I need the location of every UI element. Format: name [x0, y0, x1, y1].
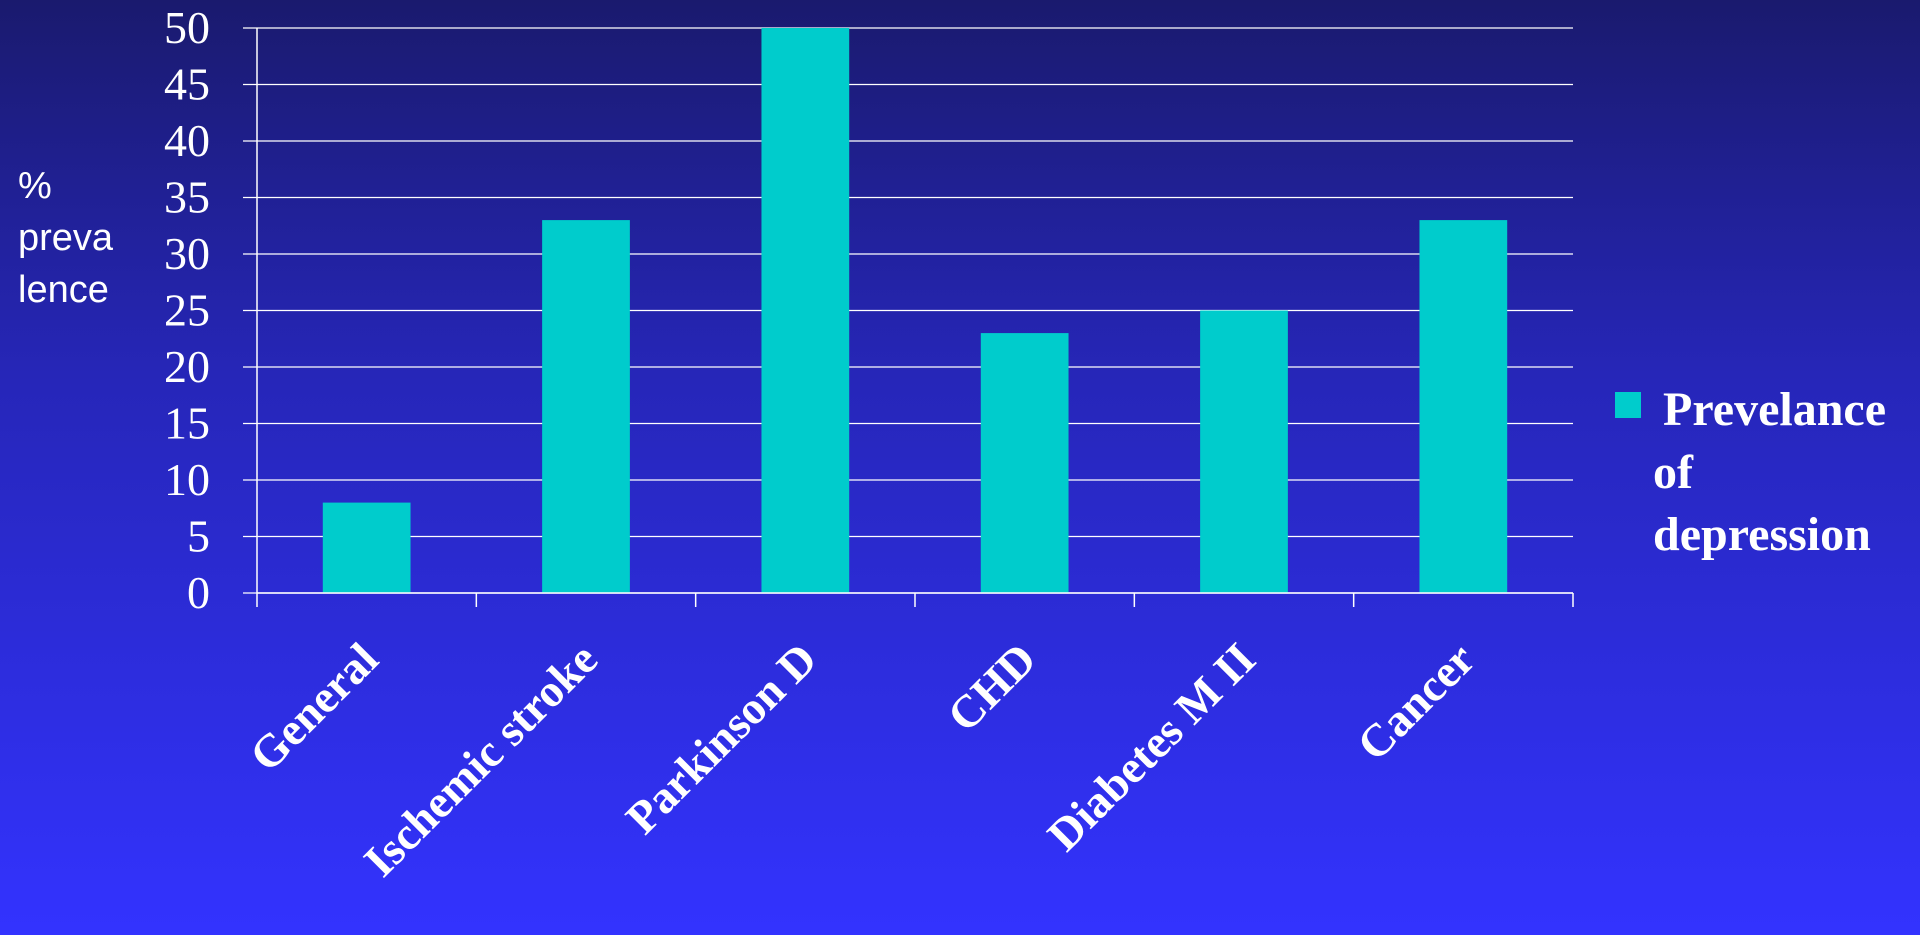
y-tick-label: 20 — [164, 341, 210, 392]
legend-label: Prevelance of depression — [1653, 383, 1898, 561]
legend: Prevelance of depression — [1615, 383, 1898, 561]
y-tick-label: 30 — [164, 228, 210, 279]
y-axis-label-line: % — [18, 165, 52, 207]
axes — [256, 28, 1574, 607]
category-label: Ischemic stroke — [354, 633, 607, 886]
y-tick-label: 50 — [164, 2, 210, 53]
bar — [322, 502, 411, 593]
bar — [761, 28, 850, 593]
y-tick-label: 35 — [164, 172, 210, 223]
y-tick-label: 45 — [164, 59, 210, 110]
category-label: Parkinson D — [616, 633, 826, 843]
y-tick-label: 15 — [164, 398, 210, 449]
bar — [542, 220, 630, 593]
y-axis-label: % preva lence — [18, 165, 124, 311]
y-tick-label: 5 — [187, 511, 210, 562]
gridlines — [243, 27, 1573, 594]
legend-swatch — [1615, 392, 1641, 418]
legend-label-line: depression — [1653, 508, 1871, 561]
category-label: Diabetes M II — [1037, 633, 1265, 861]
bars — [322, 28, 1508, 593]
y-tick-label: 40 — [164, 115, 210, 166]
y-tick-label: 10 — [164, 454, 210, 505]
bar — [980, 333, 1069, 593]
y-tick-label: 0 — [187, 567, 210, 618]
category-label: General — [240, 633, 388, 781]
y-axis-label-line: preva — [18, 217, 114, 259]
category-label: Cancer — [1347, 633, 1484, 770]
y-tick-label: 25 — [164, 285, 210, 336]
y-axis-label-line: lence — [18, 269, 109, 311]
bar — [1200, 310, 1288, 593]
bar — [1419, 220, 1508, 593]
category-label: CHD — [937, 633, 1045, 741]
legend-label-line: of — [1653, 446, 1694, 499]
legend-label-line: Prevelance — [1663, 383, 1886, 436]
